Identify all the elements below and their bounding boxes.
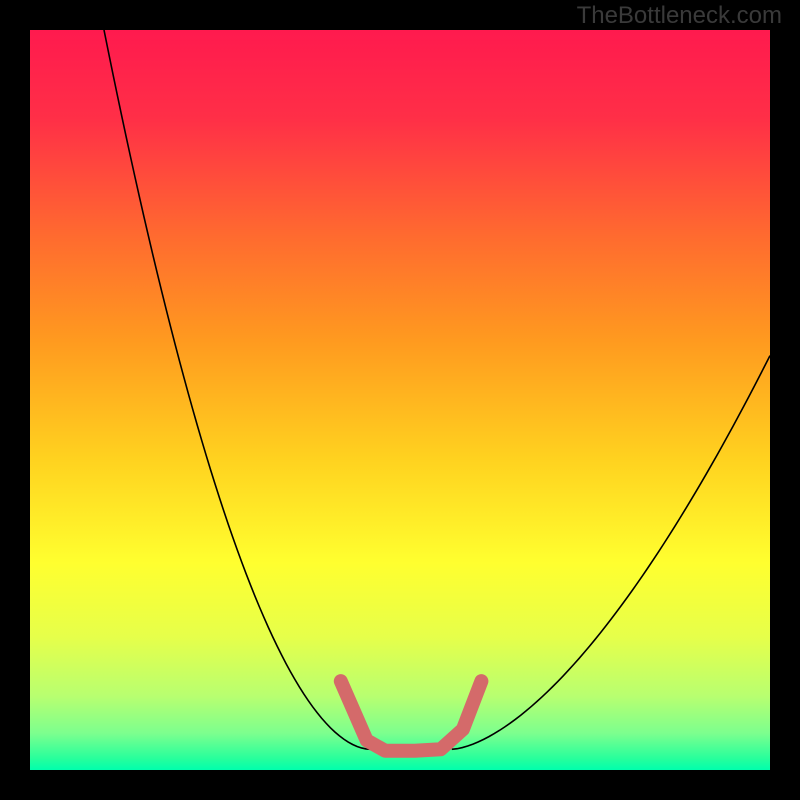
optimal-range-segment [341,681,482,751]
chart-canvas: TheBottleneck.com [0,0,800,800]
plot-area [30,30,770,770]
watermark-text: TheBottleneck.com [577,2,782,30]
curve-layer [30,30,770,770]
bottleneck-curve-right-branch [452,356,770,750]
bottleneck-curve-left-branch [104,30,370,749]
